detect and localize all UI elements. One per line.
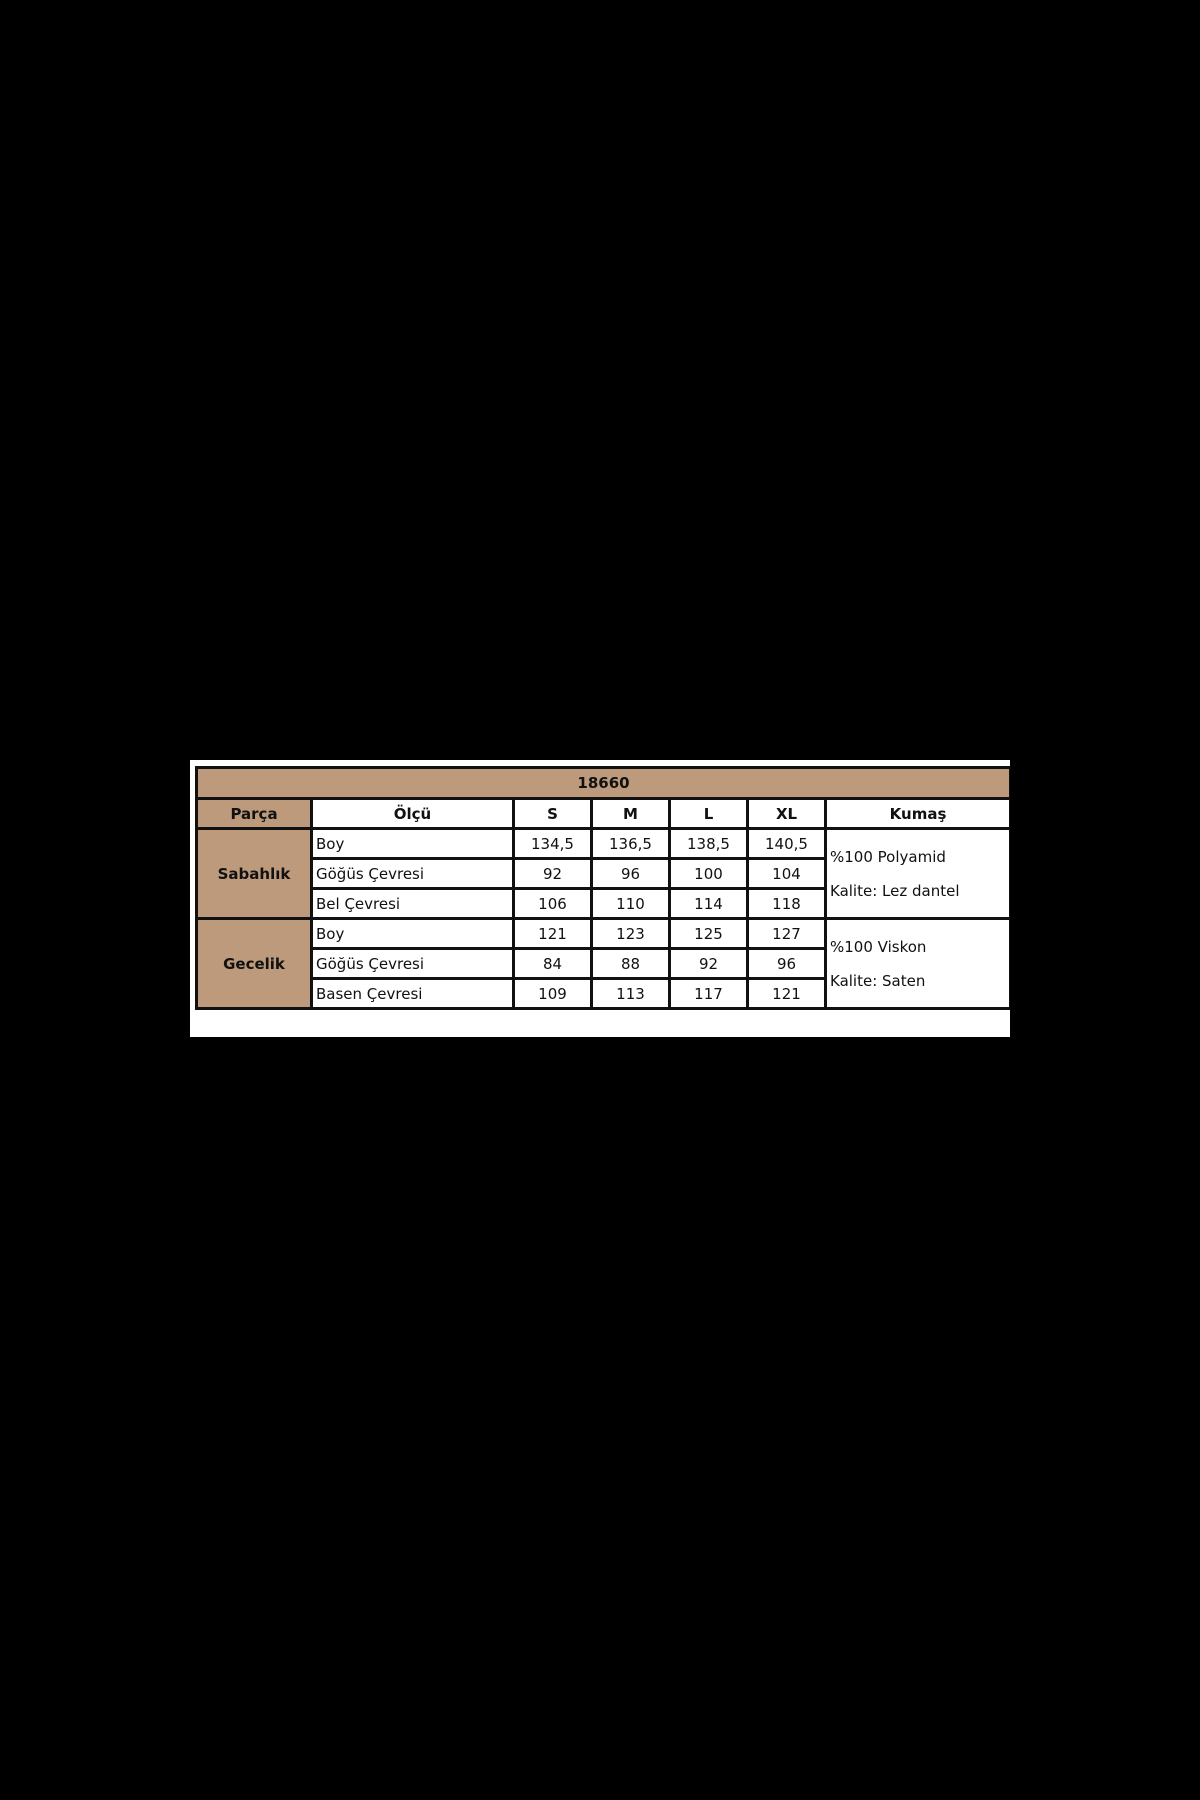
size-table: 18660 Parça Ölçü S M L XL Kumaş Sabahlık… — [194, 766, 1011, 1010]
measure-cell: Basen Çevresi — [310, 977, 515, 1010]
fabric-quality: Kalite: Lez dantel — [830, 881, 960, 900]
value-cell: 106 — [512, 887, 593, 920]
value-cell: 110 — [590, 887, 671, 920]
measure-cell: Boy — [310, 917, 515, 950]
value-cell: 109 — [512, 977, 593, 1010]
header-s: S — [512, 797, 593, 830]
value-cell: 88 — [590, 947, 671, 980]
value-cell: 92 — [668, 947, 749, 980]
measure-cell: Bel Çevresi — [310, 887, 515, 920]
measure-cell: Boy — [310, 827, 515, 860]
value-cell: 113 — [590, 977, 671, 1010]
table-title: 18660 — [194, 766, 1010, 800]
table-row: Basen Çevresi 109 113 117 121 — [197, 977, 1011, 1010]
table-row: Göğüs Çevresi 92 96 100 104 — [197, 857, 1011, 890]
value-cell: 121 — [512, 917, 593, 950]
value-cell: 123 — [590, 917, 671, 950]
fabric-cell: %100 Polyamid Kalite: Lez dantel — [823, 827, 1010, 920]
value-cell: 121 — [746, 977, 827, 1010]
value-cell: 92 — [512, 857, 593, 890]
value-cell: 136,5 — [590, 827, 671, 860]
table-row: Göğüs Çevresi 84 88 92 96 — [197, 947, 1011, 980]
header-row: Parça Ölçü S M L XL Kumaş — [195, 797, 1010, 830]
measure-cell: Göğüs Çevresi — [310, 947, 515, 980]
header-l: L — [668, 797, 749, 830]
value-cell: 134,5 — [512, 827, 593, 860]
measure-cell: Göğüs Çevresi — [310, 857, 515, 890]
value-cell: 127 — [746, 917, 827, 950]
value-cell: 96 — [590, 857, 671, 890]
table-row: Sabahlık Boy 134,5 136,5 138,5 140,5 %10… — [195, 827, 1010, 920]
header-m: M — [590, 797, 671, 830]
fabric-material: %100 Polyamid — [830, 847, 946, 866]
part-cell: Sabahlık — [195, 827, 313, 920]
value-cell: 118 — [746, 887, 827, 920]
value-cell: 104 — [746, 857, 827, 890]
table-row: Bel Çevresi 106 110 114 118 — [197, 887, 1011, 920]
value-cell: 100 — [668, 857, 749, 890]
value-cell: 84 — [512, 947, 593, 980]
fabric-quality: Kalite: Saten — [830, 971, 926, 990]
value-cell: 117 — [668, 977, 749, 1010]
part-cell: Gecelik — [195, 917, 313, 1010]
value-cell: 138,5 — [668, 827, 749, 860]
value-cell: 140,5 — [746, 827, 827, 860]
header-part: Parça — [195, 797, 313, 830]
value-cell: 125 — [668, 917, 749, 950]
header-fabric: Kumaş — [823, 797, 1010, 830]
size-chart: 18660 Parça Ölçü S M L XL Kumaş Sabahlık… — [190, 760, 1010, 1037]
header-measure: Ölçü — [310, 797, 515, 830]
value-cell: 114 — [668, 887, 749, 920]
value-cell: 96 — [746, 947, 827, 980]
table-row: Gecelik Boy 121 123 125 127 %100 Viskon … — [195, 917, 1010, 1010]
fabric-material: %100 Viskon — [830, 937, 927, 956]
fabric-cell: %100 Viskon Kalite: Saten — [823, 917, 1010, 1010]
header-xl: XL — [746, 797, 827, 830]
